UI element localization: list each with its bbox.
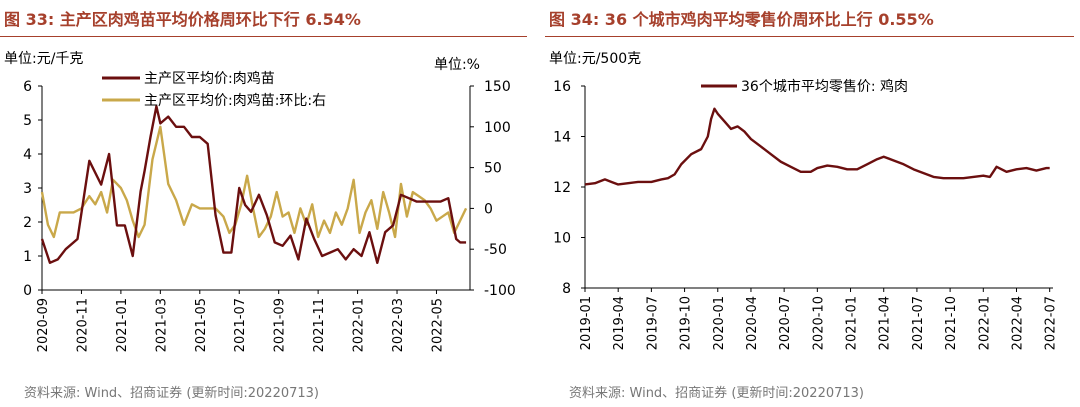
series-line-dark — [40, 105, 467, 264]
y-axis-label-right-chart: 单位:元/500克 — [549, 51, 641, 67]
x-tick-label: 2022-03 — [391, 298, 406, 352]
legend-label-dark: 主产区平均价:肉鸡苗 — [144, 70, 275, 87]
x-tick-label: 2019-07 — [645, 296, 660, 350]
y-tick-label: 10 — [553, 231, 571, 247]
x-tick-label: 2021-09 — [273, 298, 288, 352]
x-tick-label: 2021-03 — [154, 298, 169, 352]
x-tick-label: 2021-10 — [944, 296, 959, 350]
y-tick-label: 4 — [23, 147, 32, 163]
y2-tick-label: -100 — [484, 283, 516, 299]
x-tick-label: 2020-09 — [36, 298, 51, 352]
x-tick-label: 2022-05 — [430, 298, 445, 352]
y-axis-label-left: 单位:元/千克 — [4, 51, 83, 67]
source-note-left: 资料来源: Wind、招商证券 (更新时间:20220713) — [24, 386, 320, 401]
y2-tick-label: 100 — [484, 120, 511, 136]
y2-axis-label: 单位:% — [434, 57, 480, 73]
y-tick-label: 16 — [553, 79, 571, 95]
title-rule-left — [0, 36, 527, 37]
x-tick-label: 2022-01 — [977, 296, 992, 350]
x-tick-label: 2021-04 — [878, 296, 893, 350]
y-tick-label: 1 — [23, 249, 32, 265]
chart-right: 单位:元/500克 8 10 12 14 16 2019-01 2019-04 2019-07 2… — [549, 51, 1059, 350]
y2-tick-label: 150 — [484, 79, 511, 95]
chart-left: 单位:元/千克 单位:% 0 1 2 3 4 5 6 -100 -50 0 50 100 150 2020-0… — [4, 51, 516, 352]
chart-title-right: 图 34: 36 个城市鸡肉平均零售价周环比上行 0.55% — [549, 10, 934, 29]
y-tick-label: 3 — [23, 181, 32, 197]
chart-panel-right: 图 34: 36 个城市鸡肉平均零售价周环比上行 0.55% 单位:元/500克… — [545, 0, 1080, 407]
y-tick-label: 5 — [23, 113, 32, 129]
y-tick-label: 14 — [553, 130, 571, 146]
x-tick-label: 2019-01 — [579, 296, 594, 350]
x-tick-label: 2019-04 — [612, 296, 627, 350]
title-rule-right — [545, 36, 1074, 37]
x-tick-label: 2020-11 — [75, 298, 90, 352]
x-tick-label: 2019-10 — [679, 296, 694, 350]
x-tick-label: 2021-01 — [845, 296, 860, 350]
x-tick-label: 2020-07 — [778, 296, 793, 350]
x-tick-label: 2020-04 — [745, 296, 760, 350]
y-tick-label: 2 — [23, 215, 32, 231]
x-tick-label: 2022-01 — [352, 298, 367, 352]
y-tick-label: 6 — [23, 79, 32, 95]
y2-tick-label: -50 — [484, 242, 507, 258]
y-tick-label: 0 — [23, 283, 32, 299]
y2-tick-label: 50 — [484, 161, 502, 177]
x-tick-label: 2022-07 — [1044, 296, 1059, 350]
x-tick-label: 2021-07 — [911, 296, 926, 350]
source-note-right: 资料来源: Wind、招商证券 (更新时间:20220713) — [569, 386, 865, 401]
y-tick-label: 12 — [553, 180, 571, 196]
x-tick-label: 2020-10 — [811, 296, 826, 350]
series-line-dark — [584, 107, 1050, 186]
x-tick-label: 2021-07 — [233, 298, 248, 352]
x-tick-label: 2021-01 — [115, 298, 130, 352]
x-tick-label: 2021-05 — [194, 298, 209, 352]
x-tick-label: 2022-04 — [1010, 296, 1025, 350]
chart-title-left: 图 33: 主产区肉鸡苗平均价格周环比下行 6.54% — [4, 10, 361, 29]
x-tick-label: 2020-01 — [712, 296, 727, 350]
x-tick-label: 2021-11 — [312, 298, 327, 352]
series-line-gold — [40, 125, 468, 239]
legend-label-dark: 36个城市平均零售价: 鸡肉 — [741, 78, 908, 95]
y2-tick-label: 0 — [484, 201, 493, 217]
chart-panel-left: 图 33: 主产区肉鸡苗平均价格周环比下行 6.54% 单位:元/千克 单位:% 0… — [0, 0, 533, 407]
y-tick-label: 8 — [562, 281, 571, 297]
legend-label-gold: 主产区平均价:肉鸡苗:环比:右 — [144, 92, 326, 109]
